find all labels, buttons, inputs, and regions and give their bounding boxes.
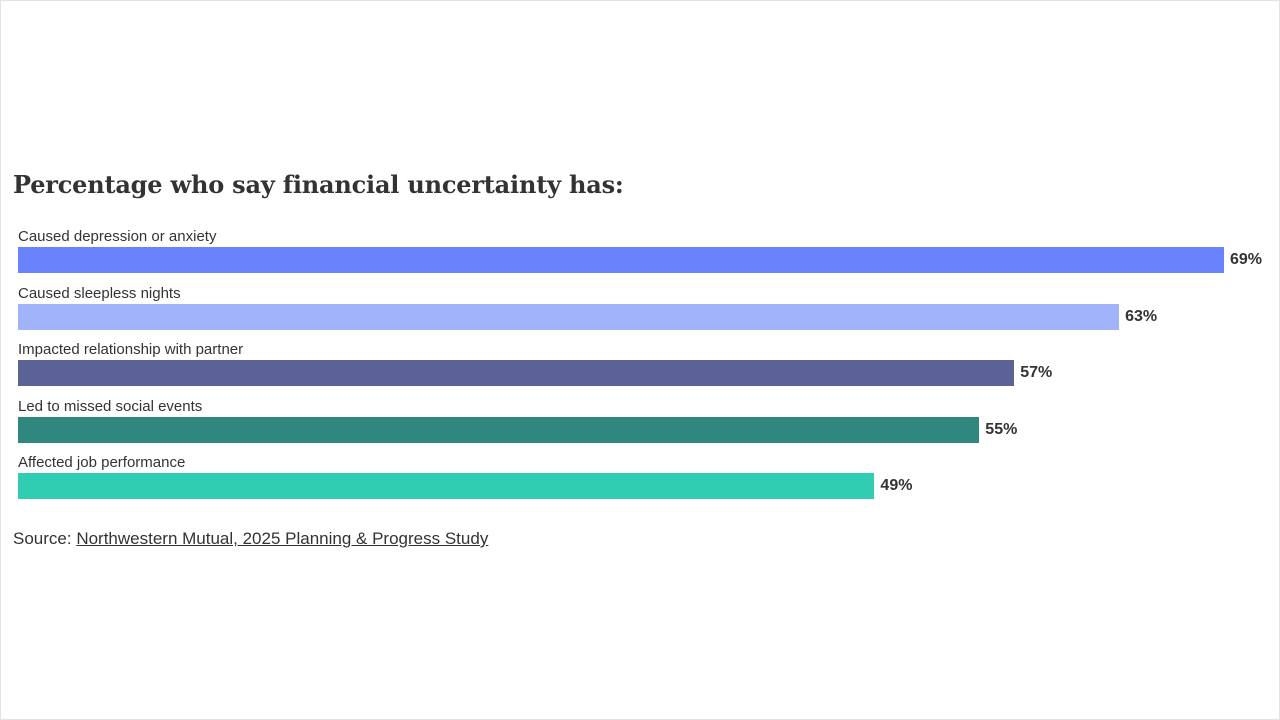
data-label: 57%	[1020, 364, 1053, 382]
category-label: Impacted relationship with partner	[18, 341, 244, 359]
category-label: Caused sleepless nights	[18, 284, 181, 302]
source-prefix: Source:	[13, 529, 77, 548]
bar	[16, 302, 1121, 331]
category-label: Affected job performance	[18, 454, 186, 472]
source-link[interactable]: Northwestern Mutual, 2025 Planning & Pro…	[76, 529, 489, 548]
bar	[16, 472, 876, 501]
data-label: 49%	[880, 477, 913, 495]
bar	[16, 415, 981, 444]
category-label: Caused depression or anxiety	[18, 228, 217, 245]
bar	[17, 246, 1225, 274]
chart-title: Percentage who say financial uncertainty…	[13, 170, 624, 199]
data-label: 55%	[985, 420, 1018, 438]
data-label: 63%	[1125, 307, 1158, 325]
category-label: Led to missed social events	[18, 397, 203, 415]
data-label: 69%	[1230, 251, 1263, 268]
source-note: Source: Northwestern Mutual, 2025 Planni…	[13, 529, 488, 549]
bar	[16, 359, 1016, 388]
